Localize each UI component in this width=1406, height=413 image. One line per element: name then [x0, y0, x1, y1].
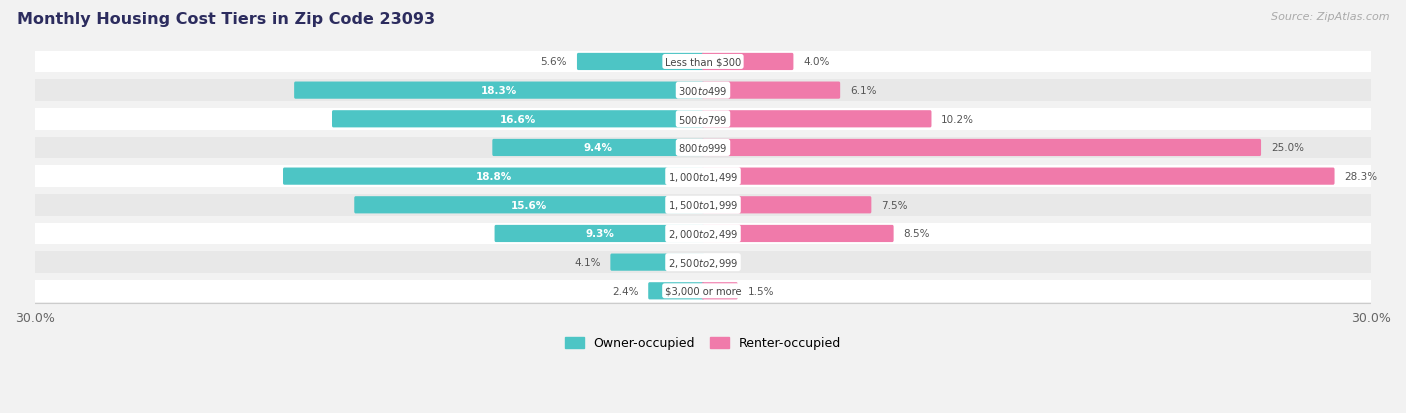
FancyBboxPatch shape [702, 197, 872, 214]
Bar [35, 80, 1371, 102]
Text: Less than $300: Less than $300 [665, 57, 741, 67]
Text: 4.0%: 4.0% [803, 57, 830, 67]
Text: Monthly Housing Cost Tiers in Zip Code 23093: Monthly Housing Cost Tiers in Zip Code 2… [17, 12, 434, 27]
FancyBboxPatch shape [283, 168, 704, 185]
Text: $1,500 to $1,999: $1,500 to $1,999 [668, 199, 738, 212]
Bar [35, 252, 1371, 273]
Text: 9.3%: 9.3% [585, 229, 614, 239]
FancyBboxPatch shape [294, 82, 704, 100]
Text: 28.3%: 28.3% [1344, 172, 1378, 182]
FancyBboxPatch shape [702, 54, 793, 71]
FancyBboxPatch shape [576, 54, 704, 71]
FancyBboxPatch shape [702, 168, 1334, 185]
FancyBboxPatch shape [354, 197, 704, 214]
FancyBboxPatch shape [610, 254, 704, 271]
FancyBboxPatch shape [702, 282, 738, 300]
Text: Source: ZipAtlas.com: Source: ZipAtlas.com [1271, 12, 1389, 22]
Text: 5.6%: 5.6% [541, 57, 567, 67]
Text: $1,000 to $1,499: $1,000 to $1,499 [668, 170, 738, 183]
Text: 25.0%: 25.0% [1271, 143, 1303, 153]
FancyBboxPatch shape [492, 140, 704, 157]
FancyBboxPatch shape [702, 82, 841, 100]
Bar [35, 52, 1371, 73]
FancyBboxPatch shape [702, 111, 932, 128]
Text: 6.1%: 6.1% [851, 86, 876, 96]
Text: $2,000 to $2,499: $2,000 to $2,499 [668, 228, 738, 240]
Bar [35, 138, 1371, 159]
Text: 1.5%: 1.5% [748, 286, 775, 296]
FancyBboxPatch shape [495, 225, 704, 242]
Bar [35, 223, 1371, 244]
Text: $300 to $499: $300 to $499 [678, 85, 728, 97]
Legend: Owner-occupied, Renter-occupied: Owner-occupied, Renter-occupied [558, 330, 848, 356]
FancyBboxPatch shape [702, 225, 894, 242]
FancyBboxPatch shape [702, 140, 1261, 157]
Text: 10.2%: 10.2% [941, 114, 974, 124]
Bar [35, 109, 1371, 130]
Text: 18.8%: 18.8% [475, 172, 512, 182]
Text: $800 to $999: $800 to $999 [678, 142, 728, 154]
Text: 0.0%: 0.0% [714, 258, 741, 268]
Text: $500 to $799: $500 to $799 [678, 114, 728, 126]
Text: 18.3%: 18.3% [481, 86, 517, 96]
FancyBboxPatch shape [648, 282, 704, 300]
Text: $2,500 to $2,999: $2,500 to $2,999 [668, 256, 738, 269]
Text: 4.1%: 4.1% [574, 258, 600, 268]
Text: $3,000 or more: $3,000 or more [665, 286, 741, 296]
Text: 2.4%: 2.4% [612, 286, 638, 296]
Text: 16.6%: 16.6% [501, 114, 536, 124]
Text: 15.6%: 15.6% [512, 200, 547, 210]
Text: 9.4%: 9.4% [583, 143, 613, 153]
Text: 7.5%: 7.5% [882, 200, 908, 210]
Bar [35, 166, 1371, 188]
Bar [35, 195, 1371, 216]
FancyBboxPatch shape [332, 111, 704, 128]
Text: 8.5%: 8.5% [904, 229, 929, 239]
Bar [35, 280, 1371, 302]
